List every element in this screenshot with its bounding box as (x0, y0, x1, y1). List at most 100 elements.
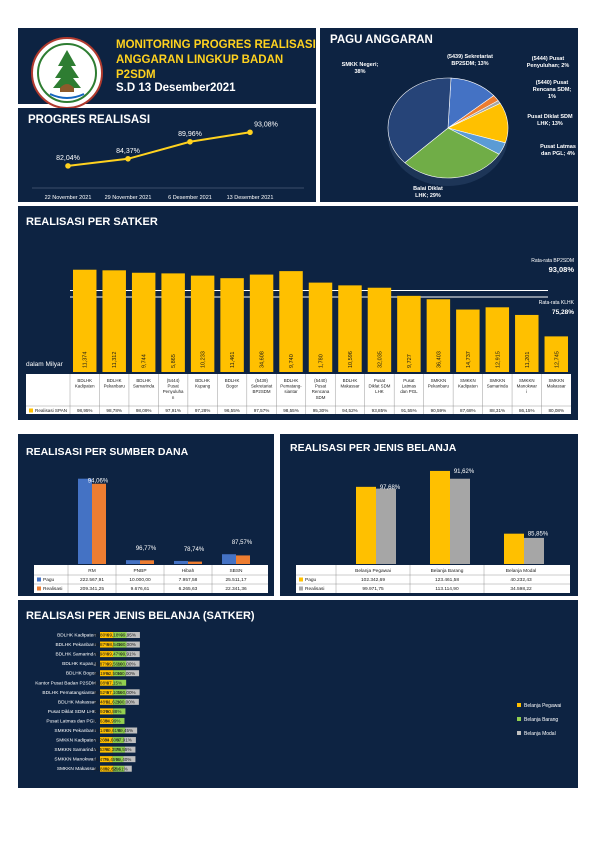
satker-bar (367, 287, 392, 372)
js-segment-label: 89,61% (106, 728, 122, 733)
satker-category-label: BDLHK (107, 378, 122, 383)
jenis-satker-panel: REALISASI PER JENIS BELANJA (SATKER) BDL… (18, 600, 578, 788)
satker-bar (456, 309, 480, 372)
js-bar-segment (126, 660, 140, 667)
satker-bar (102, 270, 126, 372)
sumber-pagu-value: 10.000,00 (129, 577, 151, 583)
sumber-percent-label: 96,77% (136, 546, 157, 552)
satker-bar-label: 12,745 (554, 351, 560, 368)
satker-bar-label: 10,233 (201, 351, 207, 368)
pagu-slice (387, 77, 452, 164)
sumber-category-label: RM (88, 568, 95, 574)
satker-category-label: Kupang (195, 384, 211, 389)
satker-bar-label: 14,737 (466, 351, 472, 368)
jenis-legend-swatch (299, 577, 303, 582)
js-segment-label: 95,87% (93, 661, 109, 666)
satker-bar-label: 9,744 (142, 354, 148, 368)
jenis-chart: 97,68% Belanja Pegawai 102.342,69 99.971,75… (296, 469, 570, 593)
satker-bar-label: 5,865 (171, 354, 177, 368)
progres-point (65, 163, 71, 169)
satker-bar (73, 269, 97, 372)
sumber-percent-label: 78,74% (184, 547, 205, 553)
progres-panel: PROGRES REALISASI 82,04% 22 November 2021… (18, 108, 316, 202)
js-bar-segment (100, 737, 113, 744)
sumber-chart: 94,06% RM 222.567,91 209.341,25 96,77% PNBP 10… (34, 478, 268, 593)
js-bar-segment (124, 746, 136, 753)
js-segment-label: 95,47% (93, 757, 109, 762)
progres-point (247, 129, 253, 136)
js-segment-label: 99,47% (107, 652, 123, 657)
js-segment-label: 99,91% (120, 652, 136, 657)
satker-bar (308, 282, 333, 372)
satker-bar (426, 299, 451, 372)
satker-category-label: Bogor (226, 384, 238, 389)
rata-klhk-label: Rata-rata KLHK (539, 300, 575, 306)
js-segment-label: 99,56% (107, 661, 123, 666)
js-segment-label: 97,10% (107, 690, 123, 695)
pagu-slice-label: 1% (548, 94, 556, 100)
js-bar-segment (126, 689, 140, 696)
sumber-realisasi-value: 22.341,36 (225, 586, 247, 592)
jenis-realisasi-value: 99.971,75 (362, 586, 384, 592)
pagu-slice-label: SMKK Negeri; (342, 62, 379, 68)
js-segment-label: 82,62% (105, 766, 121, 771)
js-legend-label: Belanja Barang (524, 717, 558, 723)
satker-panel: REALISASI PER SATKER Rata-rata BP2SDM 93,… (18, 206, 578, 420)
progres-x-tick: 29 November 2021 (105, 195, 152, 201)
js-legend-swatch (517, 717, 521, 721)
js-bar-segment (100, 756, 113, 763)
satker-category-label: BDLHK (195, 378, 210, 383)
jenis-table-bg (296, 565, 570, 593)
js-segment-label: 100,00% (117, 661, 135, 666)
satker-title: REALISASI PER SATKER (26, 216, 158, 228)
js-bar-segment (125, 698, 139, 705)
js-segment-label: 91,62% (106, 699, 122, 704)
js-segment-label: 97,63% (93, 719, 109, 724)
js-bar-segment (113, 765, 125, 772)
pagu-slice-label: Pusat Latmas (540, 144, 576, 150)
js-category-label: BDLHK Kadipaten (57, 633, 96, 639)
js-segment-label: 99,19% (94, 671, 110, 676)
sumber-table-bg (34, 565, 268, 593)
jenis-bar (356, 486, 376, 564)
sumber-category-label: SBSN (229, 568, 243, 574)
progres-x-tick: 13 Desember 2021 (227, 195, 274, 201)
satker-category-label: SMKKN (548, 378, 564, 383)
progres-value-label: 82,04% (56, 155, 80, 162)
satker-bar-label: 10,596 (348, 351, 354, 368)
progres-value-label: 84,37% (116, 148, 140, 155)
sumber-category-label: PNBP (133, 568, 146, 574)
jenis-bar (504, 533, 524, 564)
js-category-label: BDLHK Bogor (66, 671, 97, 677)
satker-category-label: Pusat (168, 384, 180, 389)
satker-value-label: 80,08% (548, 408, 564, 413)
js-bar-segment (113, 632, 127, 638)
js-category-label: BDLHK Samarinda (55, 652, 96, 658)
satker-bar (249, 274, 274, 372)
js-bar-segment (100, 689, 114, 696)
sumber-panel: REALISASI PER SUMBER DANA 94,06% RM 222.56… (18, 434, 274, 596)
rata-klhk-value: 75,28% (552, 309, 574, 316)
satker-value-label: 95,30% (313, 408, 329, 413)
satker-bar-label: 12,915 (495, 351, 501, 368)
js-category-label: SMKKN Makassar (57, 766, 97, 772)
satker-bar-label: 34,608 (260, 351, 266, 368)
js-bar-segment (100, 670, 114, 677)
jenis-category-label: Belanja Barang (431, 568, 464, 574)
pagu-slice-label: (5439) Sekretariat (447, 54, 493, 60)
satker-value-label: 86,15% (519, 408, 535, 413)
satker-bar (485, 307, 510, 372)
satker-category-label: Latmas (402, 384, 417, 389)
js-category-label: Kantor Pusat Badan P2SDM (35, 680, 96, 686)
js-segment-label: 78,55% (116, 747, 132, 752)
js-bar-segment (112, 737, 125, 744)
js-bar-segment (113, 670, 126, 677)
progres-value-label: 89,96% (178, 131, 202, 138)
js-segment-label: 90,35% (105, 747, 121, 752)
js-segment-label: 89,45% (118, 728, 134, 733)
satker-category-label: Pusat (315, 384, 327, 389)
jenis-bar (376, 488, 396, 564)
pagu-slice-label: (5444) Pusat (532, 56, 565, 62)
pagu-slice-label: LHK; 29% (415, 193, 441, 199)
satker-category-label: Diklat SDM (368, 384, 390, 389)
